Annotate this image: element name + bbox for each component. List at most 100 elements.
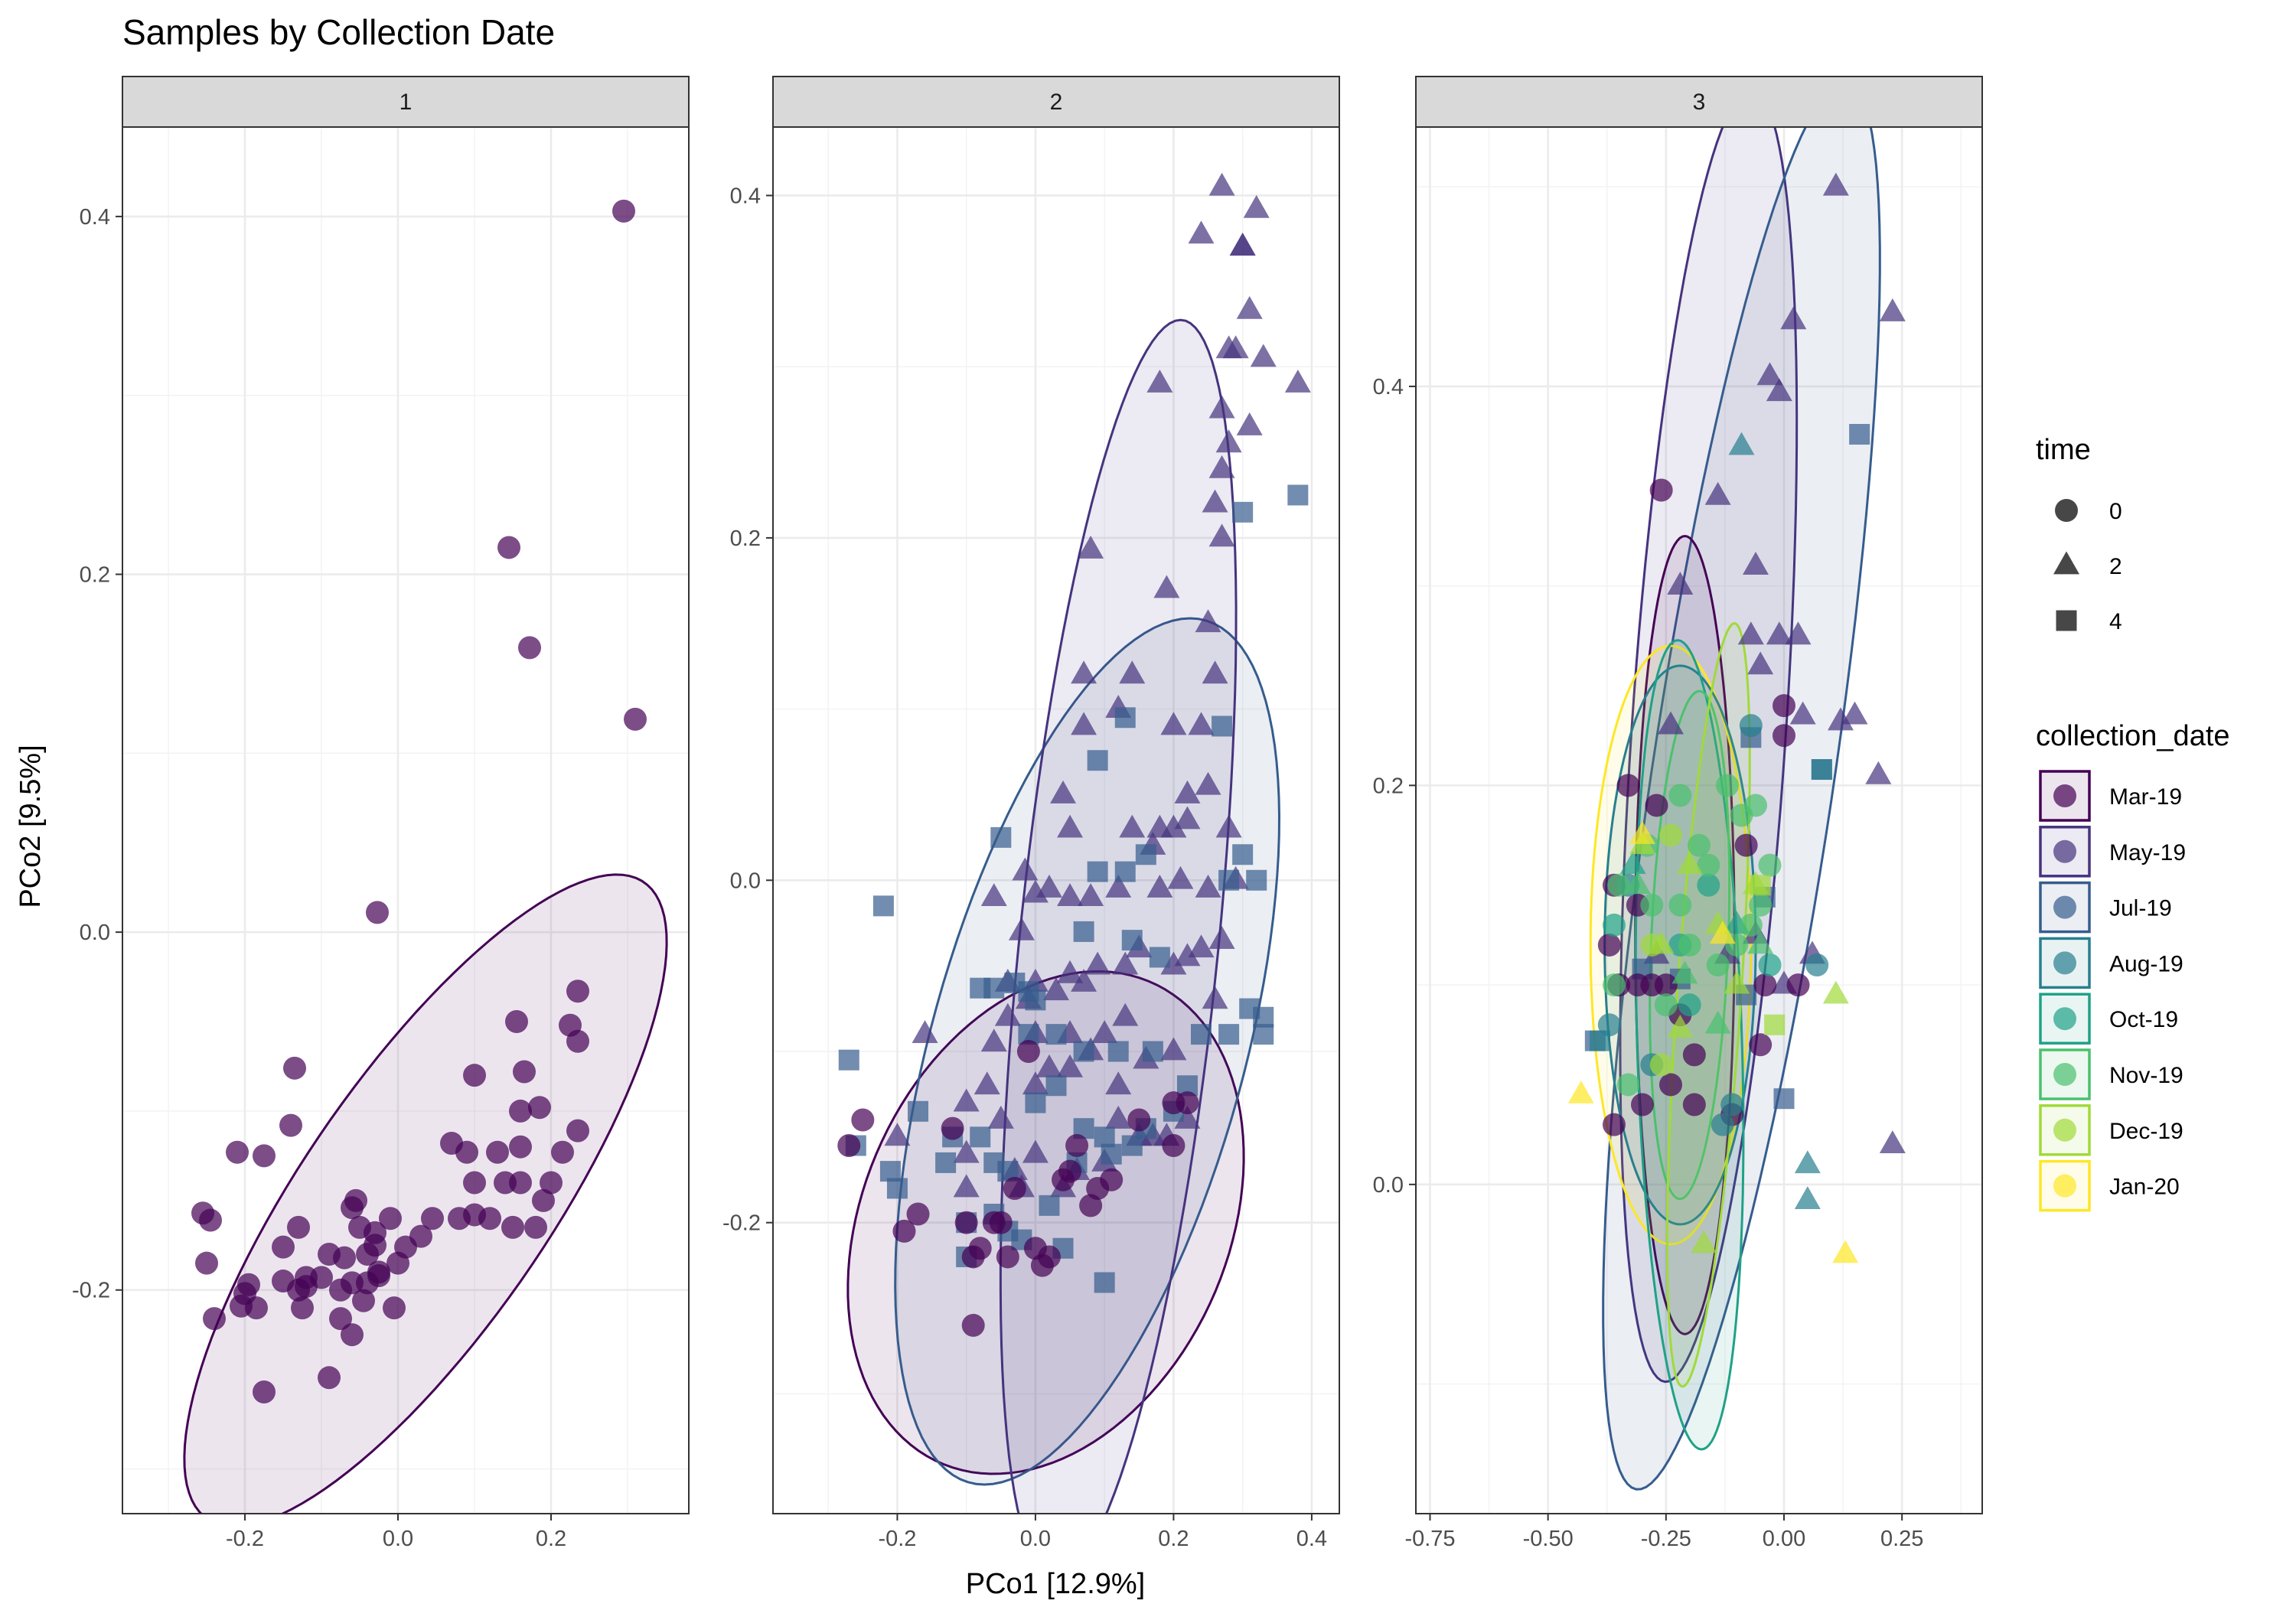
- data-point: [1195, 609, 1221, 633]
- data-point: [1114, 707, 1136, 729]
- data-point: [1747, 651, 1774, 675]
- x-tick-label: 0.2: [1158, 1527, 1189, 1551]
- y-tick-label: 0.2: [730, 526, 761, 551]
- data-point: [1243, 194, 1270, 218]
- data-point: [1828, 707, 1854, 731]
- legend-key-square: [2056, 610, 2077, 631]
- data-point: [1146, 874, 1173, 898]
- data-point: [1849, 424, 1870, 445]
- data-point: [1822, 980, 1849, 1004]
- series-jan-20-triangle: [1567, 821, 1859, 1263]
- data-point: [1766, 621, 1792, 645]
- data-point: [1616, 774, 1640, 797]
- data-point: [1232, 501, 1254, 523]
- legend-label: Jan-20: [2109, 1175, 2180, 1200]
- data-point: [291, 1296, 314, 1320]
- gridlines: [1416, 127, 1982, 1514]
- data-point: [518, 636, 541, 660]
- data-point: [509, 1135, 532, 1159]
- data-point: [1749, 1033, 1773, 1057]
- data-point: [329, 1307, 352, 1331]
- data-point: [279, 1113, 302, 1137]
- data-point: [1567, 1080, 1594, 1103]
- data-point: [1284, 370, 1311, 393]
- data-point: [1112, 1002, 1139, 1026]
- x-tick-label: -0.50: [1523, 1527, 1574, 1551]
- data-point: [1218, 1024, 1240, 1045]
- data-point: [1174, 943, 1201, 966]
- data-point: [348, 1215, 371, 1239]
- plot-content: [837, 172, 1311, 1514]
- data-point: [195, 1251, 218, 1275]
- plot-content: [1567, 127, 1906, 1491]
- data-point: [1016, 1040, 1040, 1063]
- data-point: [1805, 953, 1829, 977]
- y-tick-label: -0.2: [722, 1211, 761, 1236]
- data-point: [1087, 861, 1108, 882]
- data-point: [1160, 712, 1187, 735]
- data-point: [1691, 1230, 1717, 1253]
- legend-label: 0: [2109, 499, 2122, 524]
- data-point: [1084, 951, 1111, 975]
- data-point: [912, 1020, 938, 1043]
- data-point: [1022, 1139, 1049, 1163]
- legend-key-point: [2053, 784, 2076, 807]
- data-point: [463, 1171, 486, 1195]
- legend-key-triangle: [2053, 551, 2079, 575]
- data-point: [1764, 1014, 1786, 1035]
- data-point: [341, 1323, 364, 1347]
- data-point: [1734, 833, 1758, 857]
- data-point: [1659, 823, 1682, 847]
- data-point: [1135, 844, 1156, 865]
- data-point: [624, 707, 647, 731]
- data-point: [983, 977, 1005, 999]
- data-point: [892, 1219, 916, 1243]
- data-point: [1744, 794, 1767, 817]
- data-point: [1711, 1113, 1734, 1136]
- data-point: [1649, 478, 1673, 502]
- y-axis-title: PCo2 [9.5%]: [15, 745, 47, 908]
- data-point: [994, 1002, 1021, 1026]
- data-point: [509, 1171, 532, 1195]
- x-tick-label: 0.2: [536, 1527, 566, 1551]
- data-point: [884, 1123, 911, 1146]
- x-tick-label: 0.0: [383, 1527, 413, 1551]
- y-tick-label: 0.0: [1373, 1173, 1404, 1198]
- legend-key-point: [2053, 951, 2076, 975]
- series-may-19-triangle: [884, 172, 1311, 1198]
- data-point: [191, 1201, 214, 1225]
- data-point: [1716, 774, 1739, 797]
- data-point: [1057, 960, 1084, 983]
- data-point: [1709, 921, 1736, 944]
- data-point: [1050, 780, 1077, 804]
- legend-label: Nov-19: [2109, 1063, 2183, 1088]
- data-point: [230, 1294, 253, 1318]
- data-point: [1794, 1150, 1821, 1174]
- panel-border: [1415, 126, 1983, 1514]
- data-point: [1208, 172, 1235, 196]
- data-point: [1688, 833, 1711, 857]
- series-mar-19-circle: [191, 199, 647, 1404]
- data-point: [1697, 873, 1720, 897]
- y-tick-label: 0.0: [730, 869, 761, 893]
- x-tick-label: -0.25: [1641, 1527, 1691, 1551]
- x-tick-label: 0.25: [1880, 1527, 1923, 1551]
- data-point: [1119, 660, 1146, 684]
- legend-key-point: [2053, 1007, 2076, 1031]
- legend-key-point: [2053, 895, 2076, 919]
- data-point: [386, 1251, 409, 1275]
- data-point: [272, 1235, 295, 1259]
- data-point: [838, 1049, 859, 1071]
- data-point: [1208, 523, 1235, 547]
- data-point: [1619, 851, 1646, 875]
- data-point: [935, 1152, 957, 1173]
- data-point: [1640, 893, 1664, 917]
- data-point: [1003, 1176, 1026, 1200]
- data-point: [1671, 960, 1698, 984]
- data-point: [1149, 947, 1170, 968]
- data-point: [1822, 172, 1849, 196]
- data-point: [1250, 344, 1277, 367]
- panel-background: [1416, 127, 1982, 1514]
- data-point: [566, 1119, 589, 1143]
